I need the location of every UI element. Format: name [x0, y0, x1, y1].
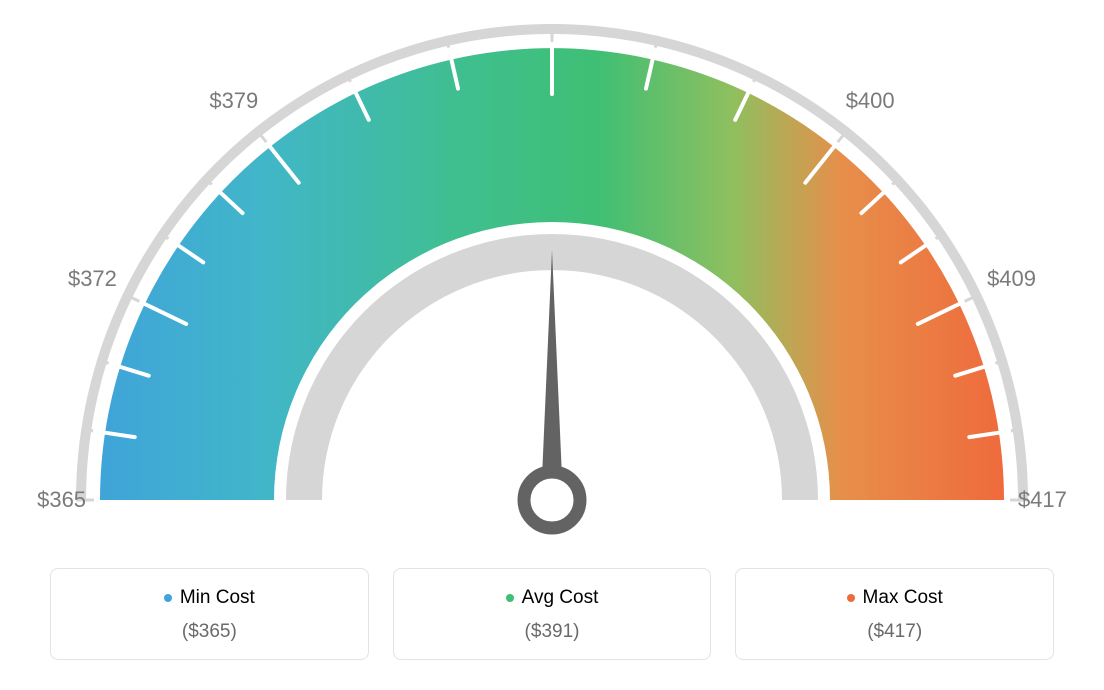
legend-card-max: Max Cost ($417) — [735, 568, 1054, 660]
gauge-outer-tick — [81, 429, 93, 431]
gauge-tick-label: $400 — [846, 88, 895, 114]
legend-title-max: Max Cost — [847, 587, 943, 609]
gauge-tick-label: $372 — [68, 266, 117, 292]
gauge-tick-label: $417 — [1018, 487, 1067, 513]
legend-label-min: Min Cost — [180, 587, 255, 609]
legend-value-max: ($417) — [748, 621, 1041, 643]
gauge-tick-label: $409 — [987, 266, 1036, 292]
legend-value-avg: ($391) — [406, 621, 699, 643]
gauge-needle-hub — [524, 472, 580, 528]
legend-row: Min Cost ($365) Avg Cost ($391) Max Cost… — [50, 568, 1054, 660]
legend-label-max: Max Cost — [863, 587, 943, 609]
gauge-area: $365 $372 $379 $391 $400 $409 $417 — [0, 0, 1104, 560]
gauge-needle — [541, 250, 563, 500]
gauge-tick-label: $379 — [209, 88, 258, 114]
gauge-svg — [0, 0, 1104, 560]
legend-label-avg: Avg Cost — [522, 587, 599, 609]
legend-dot-max — [847, 594, 855, 602]
legend-title-min: Min Cost — [164, 587, 255, 609]
gauge-tick-label: $365 — [37, 487, 86, 513]
gauge-tick-label: $391 — [528, 0, 577, 3]
cost-gauge-chart: $365 $372 $379 $391 $400 $409 $417 Min Cost ($… — [0, 0, 1104, 690]
gauge-outer-tick — [1011, 429, 1023, 431]
legend-title-avg: Avg Cost — [506, 587, 599, 609]
legend-dot-min — [164, 594, 172, 602]
legend-value-min: ($365) — [63, 621, 356, 643]
legend-card-min: Min Cost ($365) — [50, 568, 369, 660]
legend-dot-avg — [506, 594, 514, 602]
legend-card-avg: Avg Cost ($391) — [393, 568, 712, 660]
